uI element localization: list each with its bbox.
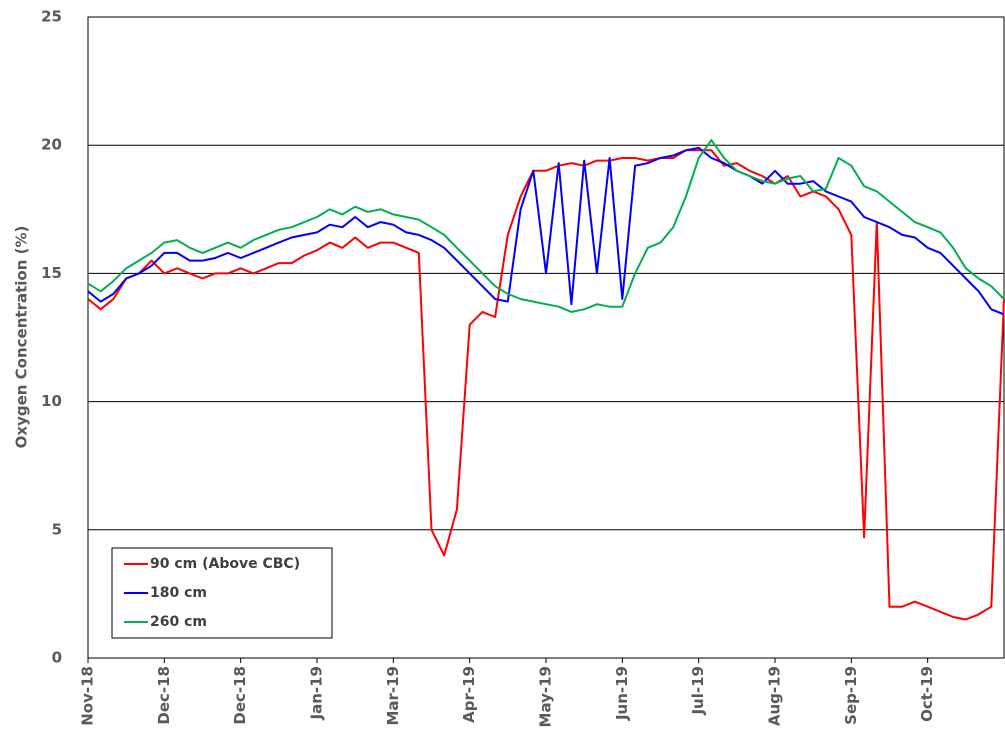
y-tick-label: 5 — [52, 520, 62, 538]
x-tick-label: Jul-19 — [689, 666, 707, 716]
x-tick-label: Apr-19 — [460, 666, 478, 723]
x-tick-label: Dec-18 — [155, 666, 173, 725]
x-tick-label: Aug-19 — [766, 666, 784, 726]
series-line — [87, 149, 1005, 621]
x-tick-label: Sep-19 — [842, 666, 860, 725]
y-tick-label: 10 — [41, 392, 62, 410]
series-line — [87, 146, 1005, 316]
y-axis-title: Oxygen Concentration (%) — [13, 226, 31, 449]
legend-label: 180 cm — [150, 585, 207, 601]
legend-label: 90 cm (Above CBC) — [150, 556, 300, 572]
x-tick-label: Dec-18 — [231, 666, 249, 725]
y-tick-label: 15 — [41, 264, 62, 282]
legend: 90 cm (Above CBC) 180 cm 260 cm — [111, 547, 333, 639]
legend-label: 260 cm — [150, 614, 207, 630]
x-tick-label: Jan-19 — [308, 666, 326, 720]
x-tick-label: Mar-19 — [384, 666, 402, 726]
x-tick-label: Nov-18 — [79, 666, 97, 726]
y-tick-label: 25 — [41, 8, 62, 26]
series-line — [87, 139, 1005, 313]
y-tick-label: 0 — [52, 649, 62, 667]
x-tick-label: Jun-19 — [613, 666, 631, 721]
x-tick-label: May-19 — [537, 666, 555, 727]
legend-box — [111, 547, 333, 639]
y-tick-label: 20 — [41, 136, 62, 154]
x-tick-label: Oct-19 — [918, 666, 936, 722]
